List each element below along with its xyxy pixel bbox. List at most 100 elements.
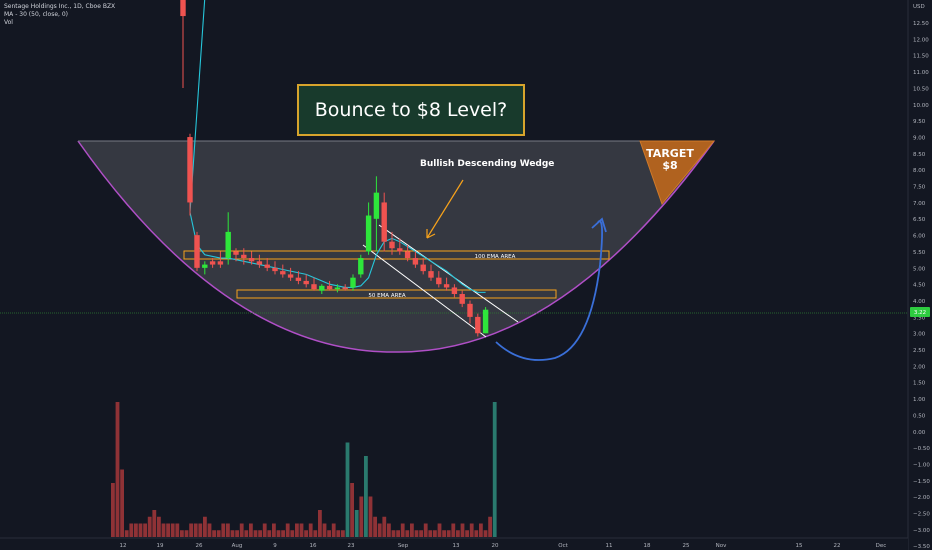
wedge-label: Bullish Descending Wedge — [420, 159, 555, 169]
volume-bar — [442, 530, 446, 537]
price-tick-label: 8.00 — [913, 168, 926, 174]
volume-bar — [272, 523, 276, 537]
candle-body — [187, 137, 193, 203]
bounce-callout: Bounce to $8 Level? — [297, 84, 525, 136]
price-tick-label: 3.50 — [913, 315, 926, 321]
volume-bar — [124, 530, 129, 537]
volume-bar — [446, 530, 451, 537]
volume-bar — [304, 530, 308, 537]
time-tick-label: 9 — [273, 543, 277, 549]
legend-volume[interactable]: Vol — [4, 19, 13, 26]
volume-bar — [166, 523, 170, 537]
volume-bar — [327, 530, 331, 537]
time-axis-ticks: 12 19 26 Aug 9 16 23 Sep 13 20 Oct 11 18 25 Nov 15 22 Dec — [120, 543, 887, 549]
time-tick-label: 23 — [348, 543, 355, 549]
volume-bar — [456, 530, 460, 537]
ema100-band — [183, 250, 610, 260]
volume-bar — [267, 530, 272, 537]
volume-bar — [216, 530, 221, 537]
price-tick-label: 10.50 — [913, 86, 929, 92]
price-tick-label: 5.50 — [913, 250, 926, 256]
candle-body — [381, 202, 387, 242]
candle-body — [209, 261, 216, 265]
last-price-value: 3.22 — [914, 310, 926, 316]
volume-bar — [129, 523, 134, 537]
volume-bar — [423, 523, 428, 537]
candle-body — [272, 267, 278, 272]
volume-bar — [382, 516, 387, 537]
price-tick-label: 0.50 — [913, 413, 926, 419]
candle-body — [475, 316, 481, 334]
volume-bar — [147, 516, 152, 537]
volume-bar — [359, 496, 364, 537]
price-tick-label: −1.50 — [913, 479, 930, 485]
price-tick-label: −3.00 — [913, 528, 930, 534]
volume-bar — [258, 530, 262, 537]
price-tick-label: 12.00 — [913, 37, 929, 43]
candle-body — [350, 277, 356, 288]
price-tick-label: −1.00 — [913, 462, 930, 468]
bounce-callout-text: Bounce to $8 Level? — [314, 99, 508, 121]
candle-body — [467, 303, 473, 317]
time-tick-label: 25 — [683, 543, 690, 549]
candle-body — [287, 274, 294, 278]
volume-bar — [295, 523, 299, 537]
price-tick-label: −2.00 — [913, 495, 930, 501]
candle-body — [217, 261, 224, 265]
volume-bar — [239, 523, 244, 537]
candle-body — [451, 287, 458, 295]
price-axis-ticks: 12.50 12.00 11.50 11.00 10.50 10.00 9.50 9.00 8.… — [913, 21, 930, 550]
volume-bar — [170, 523, 175, 537]
time-tick-label: Oct — [558, 543, 568, 549]
volume-bar — [207, 523, 212, 537]
cup-pattern-edge — [77, 140, 715, 353]
volume-bar — [226, 523, 230, 537]
wedge-arrow-head — [426, 229, 436, 239]
candle-body — [389, 241, 395, 249]
price-tick-label: 8.50 — [913, 152, 926, 158]
price-tick-label: 6.50 — [913, 217, 926, 223]
time-tick-label: 11 — [606, 543, 613, 549]
candle-body — [326, 285, 333, 290]
volume-bar — [203, 516, 207, 537]
candle-body — [319, 285, 325, 291]
volume-bar — [281, 530, 285, 537]
price-tick-label: 9.00 — [913, 135, 926, 141]
price-tick-label: 7.50 — [913, 185, 926, 191]
volume-bar — [180, 530, 184, 537]
candle-body — [225, 231, 231, 259]
volume-bar — [474, 530, 479, 537]
candle-body — [412, 258, 419, 265]
legend-symbol[interactable]: Sentage Holdings Inc., 1D, Cboe BZX — [4, 3, 116, 10]
legend-ma[interactable]: MA - 30 (50, close, 0) — [4, 11, 69, 18]
candle-body — [303, 280, 309, 285]
candle-body — [443, 284, 450, 288]
volume-bar — [368, 496, 373, 537]
volume-bar — [189, 523, 193, 537]
price-tick-label: 4.00 — [913, 299, 926, 305]
price-tick-label: 3.00 — [913, 332, 926, 338]
candle-body — [428, 271, 434, 278]
volume-bar — [313, 530, 318, 537]
candle-body — [194, 235, 200, 268]
candle-body — [180, 0, 186, 17]
volume-bar — [350, 483, 354, 537]
candle-body — [280, 271, 286, 275]
volume-bar — [322, 523, 327, 537]
volume-bar — [134, 523, 138, 537]
volume-bar — [428, 530, 433, 537]
volume-bar — [492, 402, 497, 537]
volume-bar — [479, 523, 483, 537]
time-tick-label: 20 — [492, 543, 499, 549]
wedge-lower-line — [362, 244, 487, 338]
candle-body — [404, 251, 411, 259]
price-tick-label: 4.50 — [913, 283, 926, 289]
price-tick-label: 6.00 — [913, 234, 926, 240]
price-tick-label: 12.50 — [913, 21, 929, 27]
time-tick-label: 15 — [796, 543, 803, 549]
volume-bar — [184, 530, 189, 537]
candle-body — [436, 277, 442, 285]
candle-body — [420, 264, 426, 272]
price-tick-label: 2.00 — [913, 364, 926, 370]
